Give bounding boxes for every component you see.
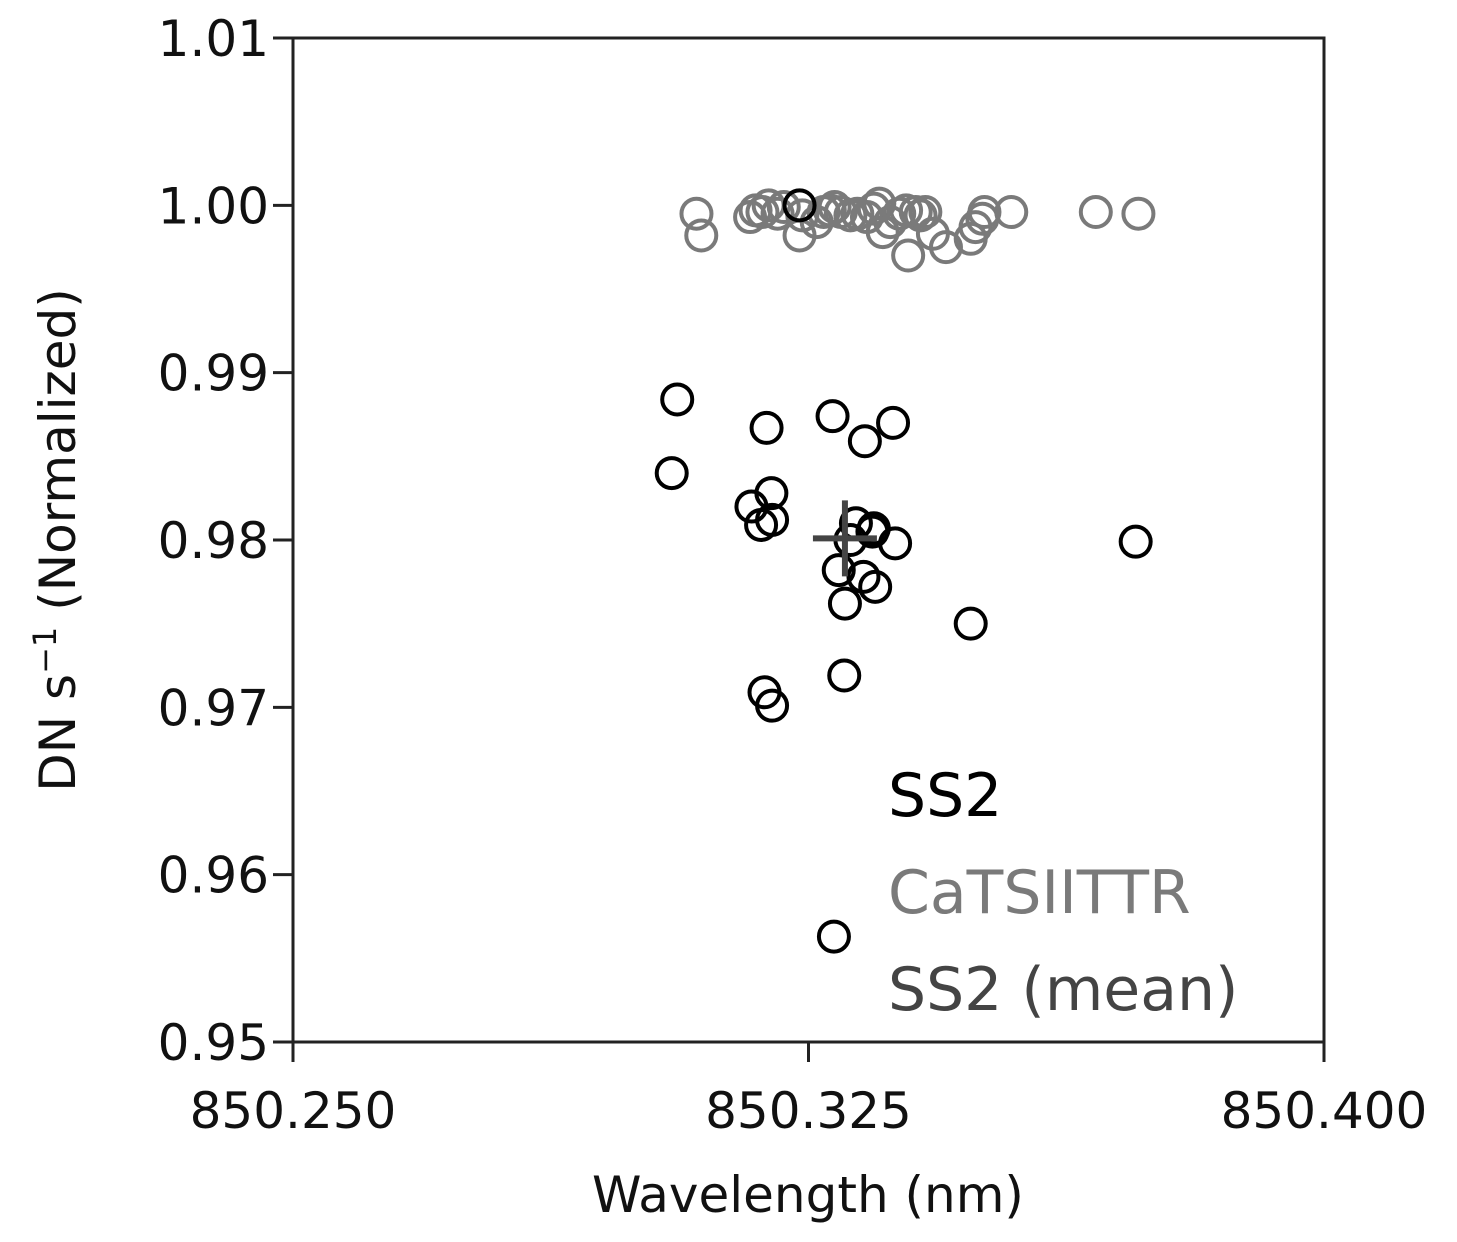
y-axis-title-main: DN s bbox=[29, 674, 87, 792]
catsittr-point bbox=[1121, 196, 1156, 231]
ss2-mean-point bbox=[812, 500, 877, 577]
x-tick-label: 850.325 bbox=[705, 1082, 912, 1140]
ss2-point bbox=[782, 188, 817, 223]
catsittr-point bbox=[684, 218, 719, 253]
legend-label-catsittr: CaTSIITTR bbox=[888, 858, 1191, 928]
y-axis: 0.95 0.96 0.97 0.98 0.99 1.00 1.01 bbox=[158, 10, 293, 1072]
y-axis-title: DN s−1 (Normalized) bbox=[26, 288, 87, 791]
ss2-point bbox=[821, 553, 856, 588]
ss2-point bbox=[846, 559, 881, 594]
ss2-point bbox=[815, 399, 850, 434]
x-tick-label: 850.400 bbox=[1221, 1082, 1428, 1140]
ss2-point bbox=[755, 502, 790, 537]
ss2-point bbox=[816, 919, 851, 954]
ss2-point bbox=[847, 424, 882, 459]
legend: SS2 CaTSIITTR SS2 (mean) bbox=[888, 761, 1238, 1025]
catsittr-point bbox=[817, 190, 852, 225]
legend-label-ss2-mean: SS2 (mean) bbox=[888, 955, 1238, 1025]
catsittr-point bbox=[903, 198, 938, 233]
y-tick-label: 1.01 bbox=[158, 10, 269, 68]
series-ss2 bbox=[654, 188, 1153, 954]
catsittr-point bbox=[766, 190, 801, 225]
ss2-point bbox=[749, 410, 784, 445]
y-tick-label: 0.99 bbox=[158, 345, 269, 403]
y-tick-label: 0.98 bbox=[158, 512, 269, 570]
catsittr-point bbox=[994, 195, 1029, 230]
catsittr-point bbox=[908, 195, 943, 230]
x-axis: 850.250 850.325 850.400 bbox=[190, 1042, 1428, 1140]
ss2-point bbox=[1118, 524, 1153, 559]
catsittr-point bbox=[967, 195, 1002, 230]
catsittr-point bbox=[891, 238, 926, 273]
legend-label-ss2: SS2 bbox=[888, 761, 1002, 831]
catsittr-point bbox=[679, 196, 714, 231]
catsittr-point bbox=[928, 230, 963, 265]
ss2-point bbox=[876, 405, 911, 440]
ss2-point bbox=[827, 586, 862, 621]
ss2-point bbox=[660, 382, 695, 417]
y-tick-label: 0.96 bbox=[158, 847, 269, 905]
series-ss2-mean bbox=[812, 500, 877, 577]
y-tick-label: 1.00 bbox=[158, 177, 269, 235]
x-tick-label: 850.250 bbox=[190, 1082, 397, 1140]
ss2-point bbox=[878, 526, 913, 561]
ss2-point bbox=[754, 476, 789, 511]
y-tick-label: 0.97 bbox=[158, 679, 269, 737]
ss2-point bbox=[654, 456, 689, 491]
y-axis-title-tail: (Normalized) bbox=[29, 288, 87, 626]
catsittr-point bbox=[745, 195, 780, 230]
ss2-point bbox=[827, 658, 862, 693]
catsittr-point bbox=[760, 196, 795, 231]
ss2-point bbox=[755, 688, 790, 723]
catsittr-point bbox=[898, 195, 933, 230]
catsittr-point bbox=[1078, 195, 1113, 230]
ss2-point bbox=[953, 606, 988, 641]
ss2-point bbox=[858, 569, 893, 604]
x-axis-title: Wavelength (nm) bbox=[592, 1166, 1024, 1224]
series-catsittr bbox=[679, 186, 1156, 273]
y-axis-title-exponent: −1 bbox=[26, 627, 64, 674]
y-tick-label: 0.95 bbox=[158, 1014, 269, 1072]
